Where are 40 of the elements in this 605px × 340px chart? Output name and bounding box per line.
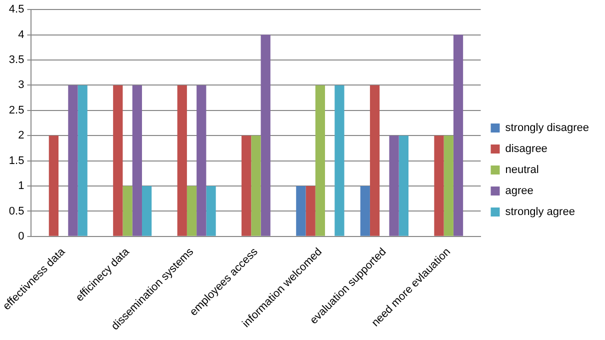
bar: [142, 186, 152, 236]
y-tick-label: 4: [18, 28, 24, 41]
y-tick-label: 1: [18, 180, 24, 192]
bar: [260, 34, 270, 236]
bar: [196, 85, 206, 236]
bar: [122, 186, 132, 236]
bar: [251, 136, 261, 236]
legend-label: neutral: [505, 164, 539, 176]
bar: [334, 85, 344, 236]
bar: [306, 186, 316, 236]
bar: [132, 85, 142, 236]
y-tick-label: 3: [18, 79, 24, 92]
bar: [389, 136, 399, 236]
y-tick-label: 3.5: [8, 54, 24, 66]
y-tick-label: 4.5: [8, 4, 24, 16]
bar: [398, 136, 408, 236]
bar: [296, 186, 306, 236]
bar: [360, 186, 370, 236]
bar: [68, 85, 78, 236]
bar: [186, 186, 197, 236]
y-tick-label: 2: [18, 130, 24, 142]
bar: [206, 186, 216, 236]
bar: [78, 85, 88, 236]
legend-label: strongly agree: [505, 206, 575, 218]
bar: [113, 85, 123, 236]
bar: [177, 85, 187, 236]
legend-label: strongly disagree: [505, 122, 590, 134]
bar: [48, 136, 59, 236]
bar: [444, 136, 454, 236]
y-tick-label: 1.5: [8, 154, 24, 167]
y-tick-label: 0: [18, 230, 24, 242]
y-tick-label: 0.5: [8, 205, 24, 218]
bar: [315, 85, 326, 236]
legend-label: disagree: [505, 143, 548, 156]
bar: [453, 34, 464, 236]
bar: [434, 136, 444, 236]
bar: [242, 136, 252, 236]
legend-label: agree: [505, 185, 534, 198]
y-tick-label: 2.5: [8, 104, 24, 116]
bar: [370, 85, 380, 236]
